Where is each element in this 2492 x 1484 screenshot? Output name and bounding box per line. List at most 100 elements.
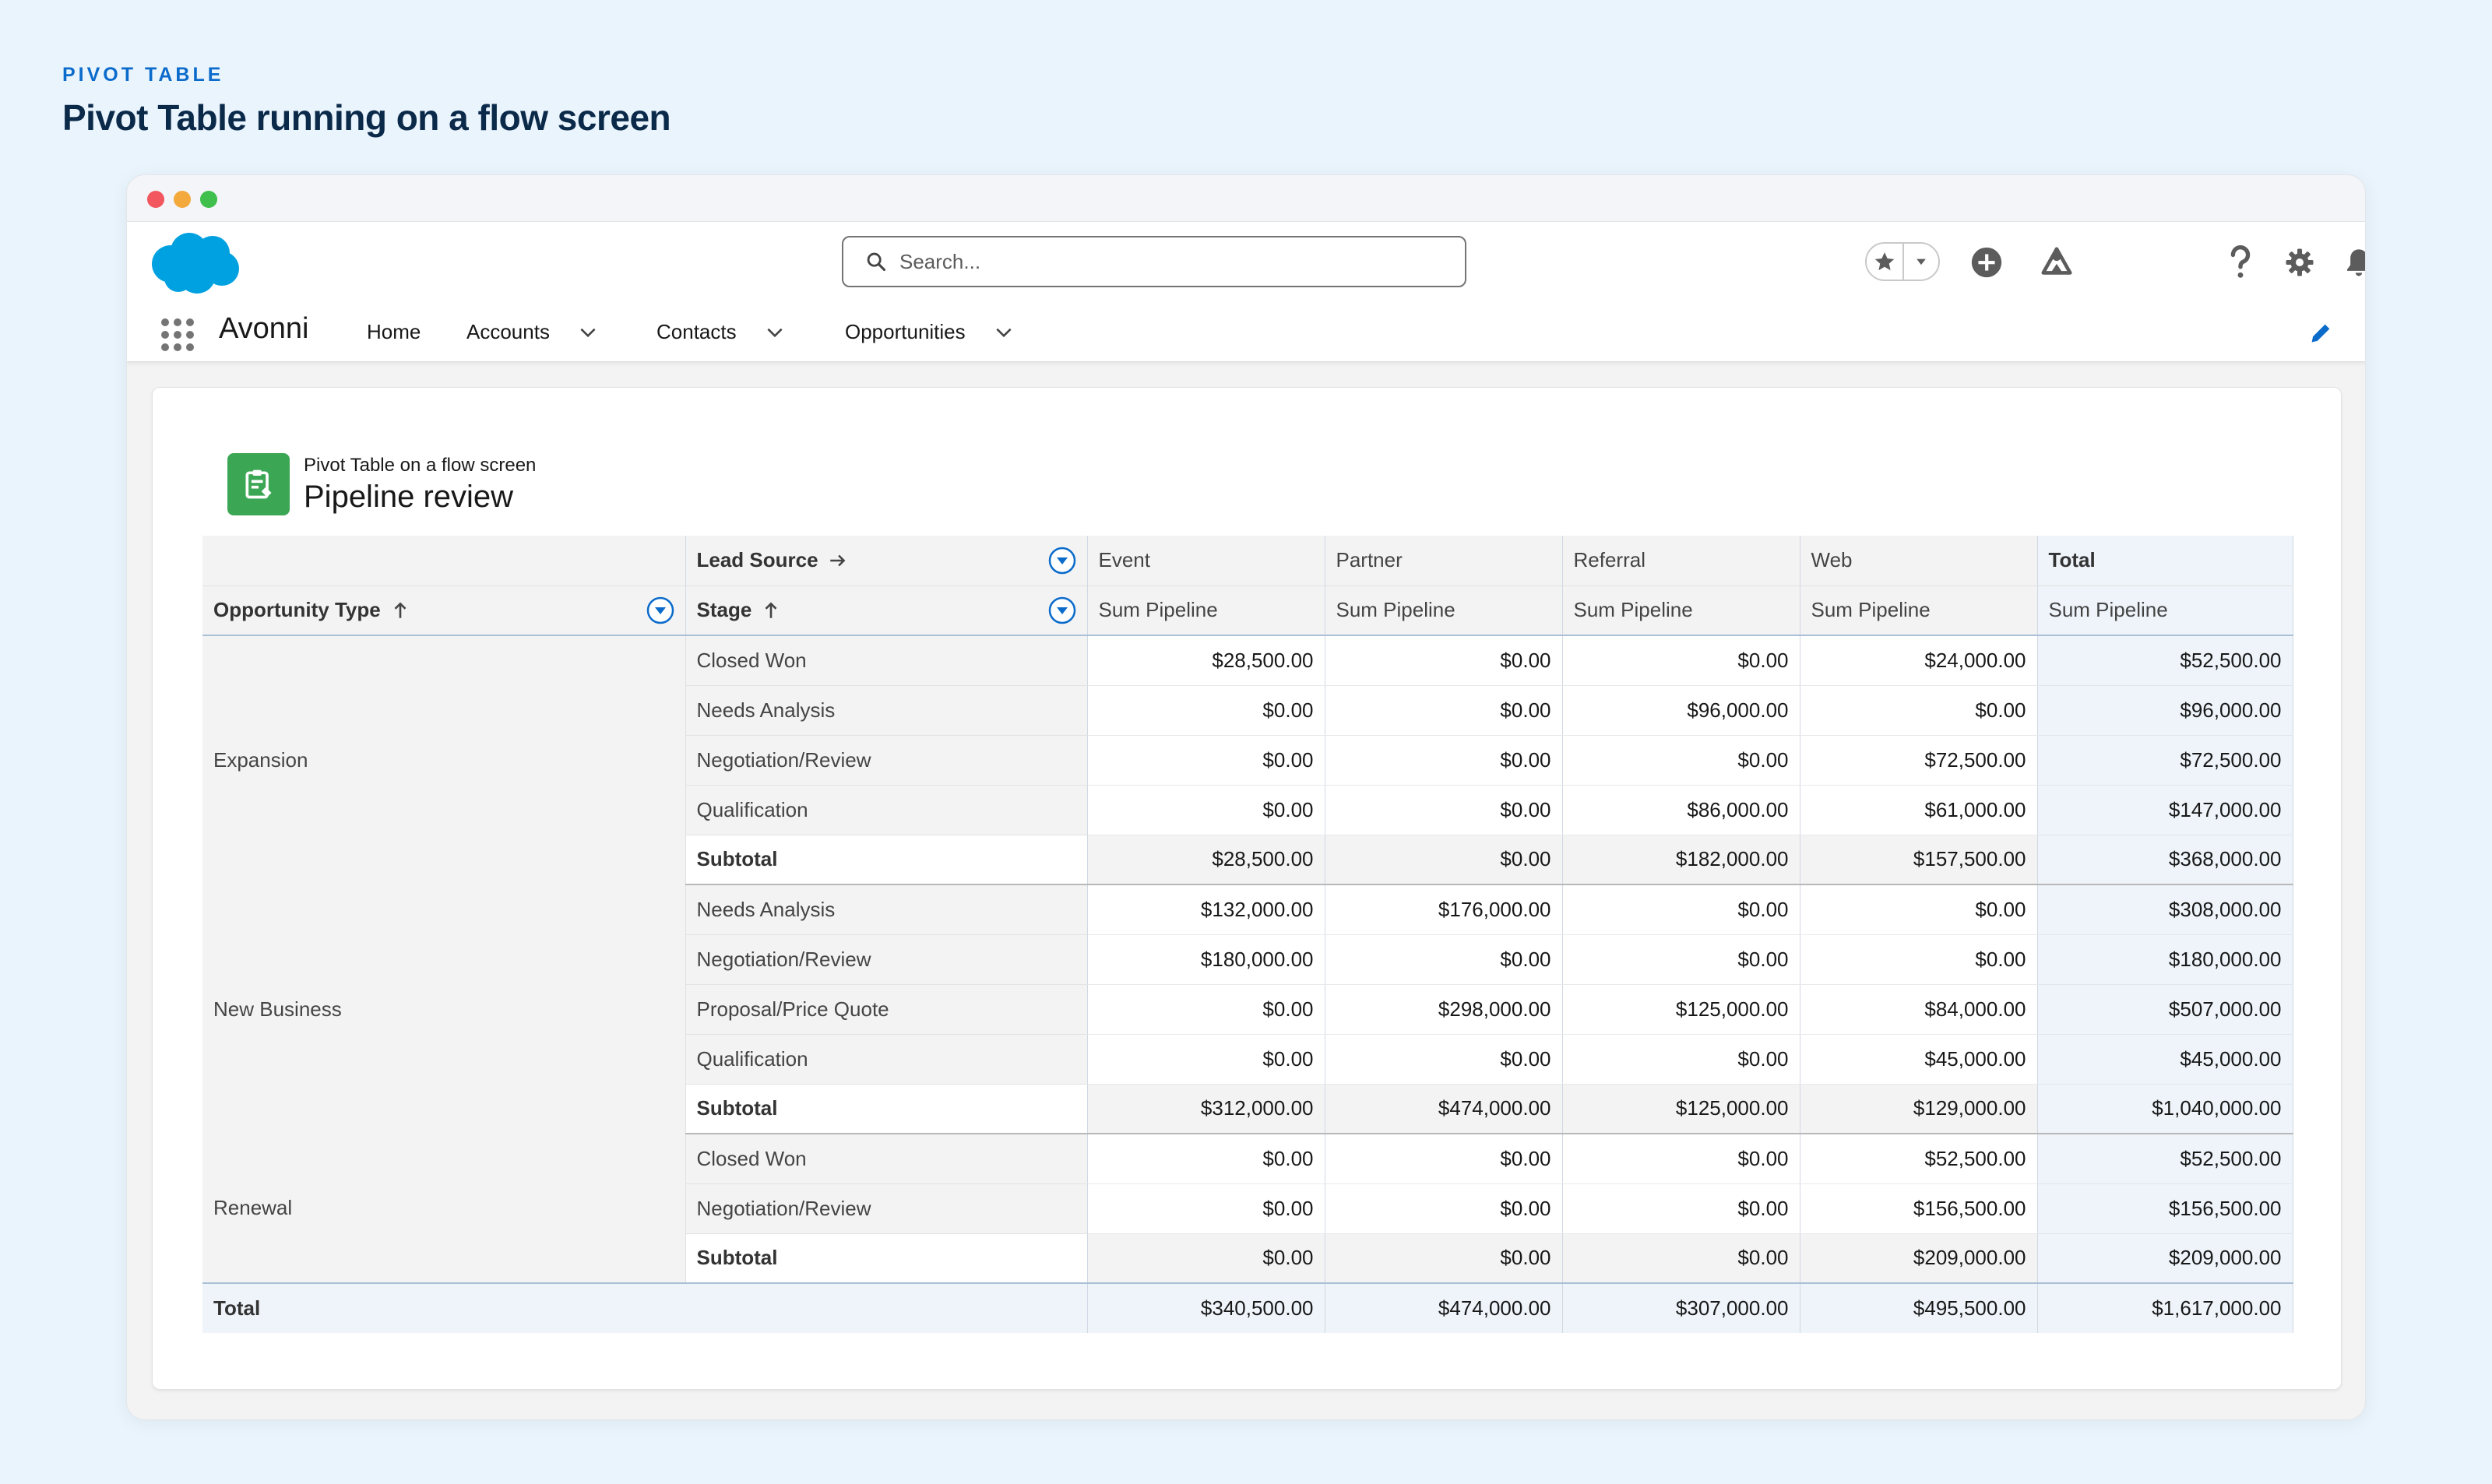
app-launcher-icon[interactable] bbox=[160, 317, 195, 353]
global-search[interactable]: Search... bbox=[842, 236, 1466, 287]
stage-dropdown-icon[interactable] bbox=[1048, 596, 1076, 624]
pivot-table: Lead Source Event Partner Referral Web bbox=[202, 536, 2293, 1333]
nav-item-home[interactable]: Home bbox=[367, 320, 421, 344]
grand-total-cell: $340,500.00 bbox=[1087, 1282, 1325, 1333]
stage-cell: Qualification bbox=[685, 1034, 1088, 1085]
window-titlebar bbox=[127, 175, 2365, 222]
stage-cell: Closed Won bbox=[685, 635, 1088, 686]
value-cell: $176,000.00 bbox=[1325, 884, 1563, 935]
value-cell: $0.00 bbox=[1087, 785, 1325, 835]
value-cell: $0.00 bbox=[1800, 884, 2038, 935]
page-eyebrow: PIVOT TABLE bbox=[62, 64, 224, 86]
global-actions-button[interactable] bbox=[1966, 242, 2007, 283]
stage-cell: Negotiation/Review bbox=[685, 934, 1088, 985]
grand-total-cell: $495,500.00 bbox=[1800, 1282, 2038, 1333]
favorites-button[interactable] bbox=[1867, 244, 1902, 280]
value-cell: $125,000.00 bbox=[1562, 984, 1800, 1035]
value-cell: $0.00 bbox=[1562, 1134, 1800, 1184]
table-row: Qualification $0.00 $0.00 $86,000.00 $61… bbox=[202, 785, 2293, 835]
table-row: Proposal/Price Quote $0.00 $298,000.00 $… bbox=[202, 984, 2293, 1035]
value-cell: $0.00 bbox=[1800, 934, 2038, 985]
nav-item-label: Home bbox=[367, 320, 421, 343]
subtotal-row: Subtotal $0.00 $0.00 $0.00 $209,000.00 $… bbox=[202, 1233, 2293, 1284]
column-header-partner[interactable]: Partner bbox=[1325, 536, 1563, 586]
flow-screen-card: Pivot Table on a flow screen Pipeline re… bbox=[152, 387, 2342, 1390]
column-header-event[interactable]: Event bbox=[1087, 536, 1325, 586]
total-cell: $96,000.00 bbox=[2037, 685, 2293, 736]
row-field-header-stage: Stage bbox=[685, 586, 1088, 636]
table-row: Negotiation/Review $180,000.00 $0.00 $0.… bbox=[202, 934, 2293, 985]
chevron-down-icon[interactable] bbox=[765, 322, 785, 343]
search-placeholder: Search... bbox=[899, 249, 981, 273]
chevron-down-icon[interactable] bbox=[994, 322, 1014, 343]
column-header-web[interactable]: Web bbox=[1800, 536, 2038, 586]
value-cell: $0.00 bbox=[1562, 735, 1800, 786]
nav-item-accounts[interactable]: Accounts bbox=[466, 320, 598, 344]
value-cell: $96,000.00 bbox=[1562, 685, 1800, 736]
total-cell: $156,500.00 bbox=[2037, 1183, 2293, 1234]
table-row: Qualification $0.00 $0.00 $0.00 $45,000.… bbox=[202, 1034, 2293, 1085]
value-cell: $0.00 bbox=[1087, 735, 1325, 786]
group-label-expansion: Expansion bbox=[202, 635, 686, 884]
total-cell: $180,000.00 bbox=[2037, 934, 2293, 985]
table-row: Expansion Closed Won $28,500.00 $0.00 $0… bbox=[202, 635, 2293, 884]
total-cell: $147,000.00 bbox=[2037, 785, 2293, 835]
arrow-up-icon[interactable] bbox=[761, 600, 781, 621]
stage-cell: Negotiation/Review bbox=[685, 1183, 1088, 1234]
subtotal-cell: $474,000.00 bbox=[1325, 1084, 1563, 1134]
row-field-label: Opportunity Type bbox=[213, 598, 381, 622]
search-icon bbox=[867, 252, 886, 272]
nav-item-opportunities[interactable]: Opportunities bbox=[845, 320, 1014, 344]
group-label-renewal: Renewal bbox=[202, 1134, 686, 1283]
trailhead-guidance-button[interactable] bbox=[2036, 242, 2077, 283]
record-title: Pipeline review bbox=[304, 480, 514, 514]
value-cell: $52,500.00 bbox=[1800, 1134, 2038, 1184]
measure-header: Sum Pipeline bbox=[1800, 586, 2038, 636]
value-cell: $0.00 bbox=[1087, 1183, 1325, 1234]
add-icon bbox=[1971, 247, 2002, 278]
value-cell: $0.00 bbox=[1325, 1134, 1563, 1184]
column-header-referral[interactable]: Referral bbox=[1562, 536, 1800, 586]
column-field-dropdown-icon[interactable] bbox=[1048, 547, 1076, 575]
subtotal-cell: $312,000.00 bbox=[1087, 1084, 1325, 1134]
gear-icon bbox=[2286, 248, 2314, 276]
value-cell: $0.00 bbox=[1562, 884, 1800, 935]
chevron-down-icon[interactable] bbox=[578, 322, 598, 343]
subtotal-label: Subtotal bbox=[685, 1233, 1088, 1284]
column-field-header: Lead Source bbox=[685, 536, 1088, 586]
nav-item-contacts[interactable]: Contacts bbox=[656, 320, 785, 344]
edit-nav-pencil-icon[interactable] bbox=[2307, 320, 2334, 346]
opportunity-type-dropdown-icon[interactable] bbox=[646, 596, 674, 624]
subtotal-cell: $0.00 bbox=[1325, 1233, 1563, 1284]
column-header-total[interactable]: Total bbox=[2037, 536, 2293, 586]
measure-header: Sum Pipeline bbox=[1562, 586, 1800, 636]
subtotal-total-cell: $368,000.00 bbox=[2037, 835, 2293, 885]
value-cell: $0.00 bbox=[1562, 934, 1800, 985]
subtotal-cell: $0.00 bbox=[1562, 1233, 1800, 1284]
value-cell: $0.00 bbox=[1325, 785, 1563, 835]
row-field-header-opportunity-type: Opportunity Type bbox=[202, 586, 686, 636]
subtotal-label: Subtotal bbox=[685, 1084, 1088, 1134]
value-cell: $61,000.00 bbox=[1800, 785, 2038, 835]
arrow-up-icon[interactable] bbox=[390, 600, 410, 621]
setup-button[interactable] bbox=[2284, 242, 2315, 283]
subtotal-cell: $209,000.00 bbox=[1800, 1233, 2038, 1284]
help-icon bbox=[2230, 245, 2251, 278]
salesforce-cloud-logo[interactable] bbox=[147, 230, 241, 295]
maximize-window-dot[interactable] bbox=[200, 191, 217, 208]
subtotal-cell: $157,500.00 bbox=[1800, 835, 2038, 885]
pivot-subheader-row: Opportunity Type Stage bbox=[202, 586, 2293, 636]
close-window-dot[interactable] bbox=[147, 191, 164, 208]
value-cell: $0.00 bbox=[1325, 1183, 1563, 1234]
notifications-button[interactable] bbox=[2343, 242, 2365, 283]
value-cell: $45,000.00 bbox=[1800, 1034, 2038, 1085]
nav-item-label: Contacts bbox=[656, 320, 737, 343]
value-cell: $298,000.00 bbox=[1325, 984, 1563, 1035]
measure-header: Sum Pipeline bbox=[1087, 586, 1325, 636]
help-button[interactable] bbox=[2226, 242, 2254, 283]
minimize-window-dot[interactable] bbox=[174, 191, 191, 208]
page-heading: Pivot Table running on a flow screen bbox=[62, 97, 671, 138]
value-cell: $132,000.00 bbox=[1087, 884, 1325, 935]
record-icon bbox=[227, 453, 290, 515]
favorites-menu-button[interactable] bbox=[1902, 244, 1938, 280]
